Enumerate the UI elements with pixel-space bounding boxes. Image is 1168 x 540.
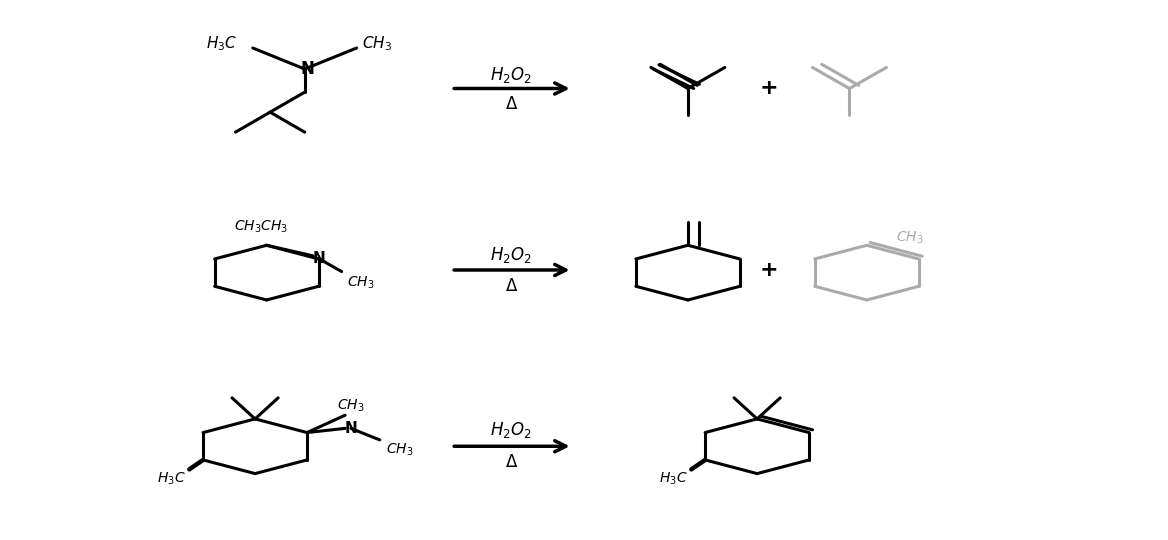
Text: $H_3C$: $H_3C$ xyxy=(207,35,238,53)
Text: $CH_3CH_3$: $CH_3CH_3$ xyxy=(234,218,288,235)
Text: N: N xyxy=(345,421,357,436)
Text: $CH_3$: $CH_3$ xyxy=(385,442,413,458)
Text: N: N xyxy=(300,60,314,78)
Text: $\Delta$: $\Delta$ xyxy=(505,95,517,113)
Text: $H_2O_2$: $H_2O_2$ xyxy=(491,421,533,441)
Text: $CH_3$: $CH_3$ xyxy=(347,274,375,291)
Text: +: + xyxy=(759,260,778,280)
Text: $CH_3$: $CH_3$ xyxy=(338,397,364,414)
Text: +: + xyxy=(759,78,778,98)
Text: N: N xyxy=(312,251,325,266)
Text: $CH_3$: $CH_3$ xyxy=(896,229,923,246)
Text: $H_2O_2$: $H_2O_2$ xyxy=(491,245,533,265)
Text: $\Delta$: $\Delta$ xyxy=(505,453,517,471)
Text: $\Delta$: $\Delta$ xyxy=(505,277,517,295)
Text: $H_2O_2$: $H_2O_2$ xyxy=(491,65,533,85)
Text: $H_3C$: $H_3C$ xyxy=(659,470,688,487)
Text: $CH_3$: $CH_3$ xyxy=(362,35,392,53)
Text: $H_3C$: $H_3C$ xyxy=(158,470,186,487)
